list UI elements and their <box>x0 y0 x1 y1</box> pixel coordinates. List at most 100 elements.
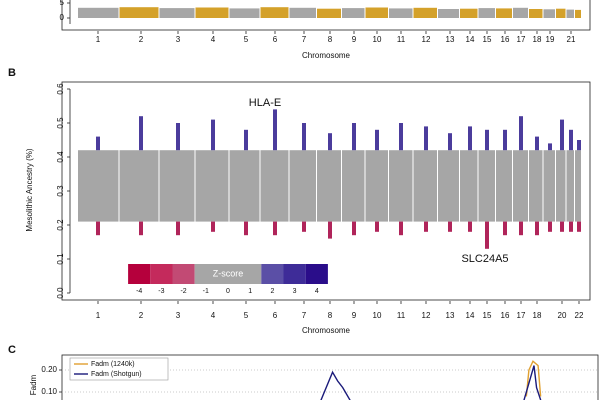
high-tail <box>519 116 523 151</box>
low-tail <box>176 221 180 236</box>
ancestry-band <box>389 150 413 222</box>
high-tail <box>485 129 489 151</box>
x-tick-label: 19 <box>546 35 555 44</box>
low-tail <box>519 221 523 236</box>
y-tick-label: 0.2 <box>56 219 65 231</box>
low-tail <box>448 221 452 232</box>
legend-tick-label: 4 <box>315 288 319 295</box>
x-tick-label: 9 <box>352 35 357 44</box>
low-tail <box>273 221 277 236</box>
legend-title: Z-score <box>213 268 244 278</box>
low-tail <box>485 221 489 249</box>
x-tick-label: 2 <box>139 311 144 320</box>
x-tick-label: 14 <box>466 311 475 320</box>
x-tick-label: 6 <box>273 311 278 320</box>
series-line <box>320 365 542 400</box>
y-tick-label: 0.6 <box>56 83 65 95</box>
x-axis-label: Chromosome <box>302 326 351 335</box>
low-tail <box>399 221 403 236</box>
chromosome-points <box>159 8 195 18</box>
legend-tick-label: -1 <box>203 288 209 295</box>
chromosome-points <box>342 8 365 18</box>
ancestry-band <box>365 150 388 222</box>
high-tail <box>399 123 403 151</box>
x-tick-label: 15 <box>483 311 492 320</box>
x-tick-label: 12 <box>422 35 431 44</box>
x-tick-label: 11 <box>397 311 406 320</box>
low-tail <box>139 221 143 236</box>
ancestry-band <box>289 150 316 222</box>
chromosome-points <box>260 7 289 18</box>
chromosome-points <box>575 9 581 18</box>
ancestry-band <box>159 150 195 222</box>
panel-label: C <box>8 344 16 356</box>
chromosome-points <box>529 9 543 18</box>
x-tick-label: 1 <box>96 35 101 44</box>
chromosome-points <box>119 7 159 18</box>
x-tick-label: 18 <box>533 311 542 320</box>
ancestry-band <box>438 150 459 222</box>
high-tail <box>352 123 356 151</box>
legend-box <box>69 357 169 381</box>
x-tick-label: 5 <box>244 35 249 44</box>
low-tail <box>211 221 215 232</box>
x-tick-label: 4 <box>211 35 216 44</box>
x-tick-label: 10 <box>373 35 382 44</box>
low-tail <box>244 221 248 236</box>
high-tail <box>468 126 472 151</box>
ancestry-band <box>229 150 260 222</box>
low-tail <box>96 221 100 236</box>
low-tail <box>503 221 507 236</box>
chromosome-points <box>460 8 478 18</box>
legend-tick-label: -4 <box>136 288 142 295</box>
y-tick-label: 0.10 <box>41 387 57 396</box>
x-tick-label: 16 <box>501 35 510 44</box>
x-tick-label: 5 <box>244 311 249 320</box>
ancestry-band <box>529 150 543 222</box>
ancestry-band <box>195 150 229 222</box>
high-tail <box>535 136 539 151</box>
high-tail <box>273 109 277 151</box>
low-tail <box>424 221 428 232</box>
x-tick-label: 21 <box>567 35 576 44</box>
ancestry-band <box>566 150 574 222</box>
ancestry-band <box>119 150 159 222</box>
x-tick-label: 3 <box>176 35 181 44</box>
low-tail <box>328 221 332 239</box>
panel-a-frame <box>61 0 591 31</box>
legend-label: Fadm (Shotgun) <box>91 371 142 378</box>
chromosome-points <box>389 8 413 18</box>
chromosome-points <box>229 8 260 18</box>
high-tail <box>139 116 143 151</box>
y-tick-label: 0.3 <box>56 185 65 197</box>
x-tick-label: 22 <box>575 311 584 320</box>
high-tail <box>211 119 215 151</box>
x-tick-label: 20 <box>558 311 567 320</box>
legend-swatch <box>194 264 262 284</box>
x-tick-label: 3 <box>176 311 181 320</box>
y-tick-label: 0.20 <box>41 365 57 374</box>
panel-c-frame <box>61 354 599 400</box>
y-axis-label: Fadm <box>29 374 38 395</box>
legend-swatch <box>172 264 195 284</box>
x-tick-label: 15 <box>483 35 492 44</box>
series-line <box>525 360 542 397</box>
x-tick-label: 18 <box>533 35 542 44</box>
high-tail <box>577 140 581 151</box>
x-tick-label: 7 <box>302 35 307 44</box>
chromosome-points <box>317 8 341 18</box>
ancestry-band <box>413 150 437 222</box>
x-tick-label: 13 <box>446 35 455 44</box>
x-tick-label: 13 <box>446 311 455 320</box>
high-tail <box>569 129 573 151</box>
x-tick-label: 8 <box>328 311 333 320</box>
legend-label: Fadm (1240k) <box>91 361 135 368</box>
chromosome-points <box>566 9 574 18</box>
low-tail <box>375 221 379 232</box>
high-tail <box>448 133 452 151</box>
high-tail <box>302 123 306 151</box>
y-tick-label: 0.5 <box>56 117 65 129</box>
x-tick-label: 4 <box>211 311 216 320</box>
chromosome-points <box>438 9 459 18</box>
chromosome-points <box>478 8 495 18</box>
